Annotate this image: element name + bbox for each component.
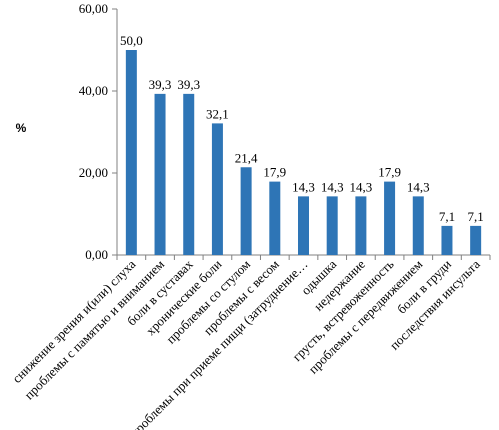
data-label: 14,3 xyxy=(350,179,373,194)
category-label: снижение зрения и(или) слуха xyxy=(9,256,138,385)
bars xyxy=(125,50,482,256)
y-tick-label: 60,00 xyxy=(79,1,108,16)
bar xyxy=(384,181,396,255)
bar xyxy=(183,93,195,256)
data-label: 7,1 xyxy=(439,209,455,224)
bar xyxy=(240,167,252,255)
data-label: 50,0 xyxy=(120,33,143,48)
bar xyxy=(154,93,166,256)
bar xyxy=(412,196,424,255)
data-label: 39,3 xyxy=(177,77,200,92)
data-label: 21,4 xyxy=(235,150,258,165)
y-tick-label: 20,00 xyxy=(79,165,108,180)
data-label: 14,3 xyxy=(407,179,430,194)
bar xyxy=(125,50,137,255)
bar xyxy=(326,196,338,255)
data-label: 14,3 xyxy=(292,179,315,194)
bar xyxy=(355,196,367,255)
data-label: 14,3 xyxy=(321,179,344,194)
data-label: 32,1 xyxy=(206,106,229,121)
y-axis-label: % xyxy=(16,121,27,135)
data-label: 39,3 xyxy=(149,77,172,92)
bar xyxy=(470,225,482,255)
y-tick-label: 40,00 xyxy=(79,83,108,98)
data-label: 7,1 xyxy=(468,209,484,224)
data-label: 17,9 xyxy=(378,165,401,180)
bar xyxy=(211,123,223,255)
bar xyxy=(441,225,453,255)
y-tick-label: 0,00 xyxy=(85,247,108,262)
axes: 0,00 20,00 40,00 60,00 xyxy=(79,1,491,262)
bar xyxy=(298,196,309,255)
data-label: 17,9 xyxy=(263,165,286,180)
bar xyxy=(269,181,281,255)
